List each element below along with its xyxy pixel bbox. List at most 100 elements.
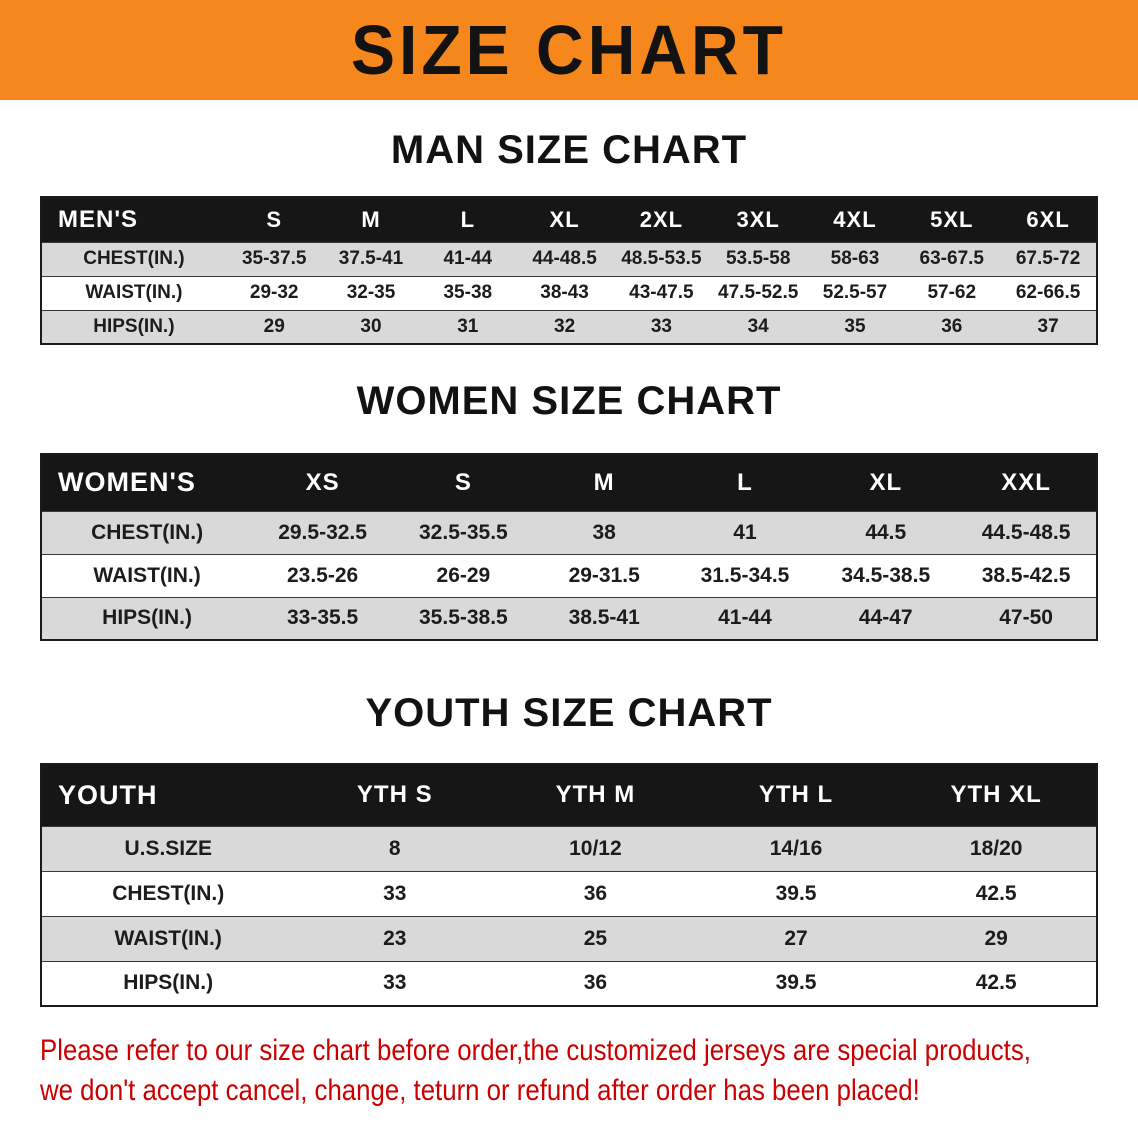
measurement-label: U.S.SIZE xyxy=(41,825,295,871)
size-column-header: YTH S xyxy=(294,764,496,826)
size-value-cell: 23.5-26 xyxy=(252,553,393,597)
women-size-section: WOMEN SIZE CHART WOMEN'S XS S M L XL XXL CHEST(… xyxy=(0,379,1138,641)
size-column-header: XL xyxy=(516,197,613,242)
size-value-cell: 38.5-41 xyxy=(533,596,675,640)
size-column-header: YTH XL xyxy=(896,764,1097,826)
size-value-cell: 41-44 xyxy=(419,241,517,276)
size-value-cell: 30 xyxy=(322,309,420,344)
size-table-row: WAIST(IN.) 29-32 32-35 35-38 38-43 43-47.5 47.… xyxy=(41,275,1097,310)
size-column-header: XXL xyxy=(956,454,1097,511)
size-value-cell: 25 xyxy=(495,915,696,961)
size-column-header: S xyxy=(392,454,534,511)
size-value-cell: 37 xyxy=(1000,309,1097,344)
size-value-cell: 35 xyxy=(806,309,904,344)
size-value-cell: 48.5-53.5 xyxy=(612,241,710,276)
measurement-label: WAIST(IN.) xyxy=(41,553,253,597)
size-column-header: S xyxy=(225,197,323,242)
size-table-row: HIPS(IN.) 33-35.5 35.5-38.5 38.5-41 41-44 44-… xyxy=(41,596,1097,640)
size-value-cell: 57-62 xyxy=(903,275,1001,310)
size-value-cell: 43-47.5 xyxy=(612,275,710,310)
size-value-cell: 31 xyxy=(419,309,517,344)
size-value-cell: 47.5-52.5 xyxy=(709,275,807,310)
size-table-row: CHEST(IN.) 33 36 39.5 42.5 xyxy=(41,870,1097,916)
size-value-cell: 53.5-58 xyxy=(709,241,807,276)
size-value-cell: 33 xyxy=(612,309,710,344)
measurement-label: HIPS(IN.) xyxy=(41,596,253,640)
size-value-cell: 29-31.5 xyxy=(533,553,675,597)
men-size-table: MEN'S S M L XL 2XL 3XL 4XL 5XL 6XL CHEST(IN.) 35-37… xyxy=(40,196,1098,345)
size-column-header: M xyxy=(533,454,675,511)
size-value-cell: 29-32 xyxy=(225,275,323,310)
size-column-header: 6XL xyxy=(1000,197,1097,242)
banner-title: SIZE CHART xyxy=(351,11,787,89)
men-section-heading: MAN SIZE CHART xyxy=(390,128,748,172)
size-value-cell: 32.5-35.5 xyxy=(392,510,534,554)
size-value-cell: 32-35 xyxy=(322,275,420,310)
size-table-header-row: WOMEN'S XS S M L XL XXL xyxy=(41,454,1097,511)
size-value-cell: 35-38 xyxy=(419,275,517,310)
size-value-cell: 10/12 xyxy=(495,825,696,871)
size-value-cell: 35.5-38.5 xyxy=(392,596,534,640)
size-value-cell: 44-48.5 xyxy=(516,241,613,276)
size-value-cell: 34 xyxy=(709,309,807,344)
size-value-cell: 34.5-38.5 xyxy=(815,553,957,597)
size-value-cell: 36 xyxy=(903,309,1001,344)
size-value-cell: 23 xyxy=(294,915,496,961)
youth-size-table: YOUTH YTH S YTH M YTH L YTH XL U.S.SIZE 8 10/12… xyxy=(40,763,1098,1007)
size-value-cell: 58-63 xyxy=(806,241,904,276)
size-table-row: HIPS(IN.) 29 30 31 32 33 34 35 36 37 xyxy=(41,309,1097,344)
size-chart-banner: SIZE CHART xyxy=(0,0,1138,100)
size-value-cell: 36 xyxy=(495,960,696,1006)
size-column-header: XL xyxy=(815,454,957,511)
size-column-header: YTH M xyxy=(495,764,696,826)
size-value-cell: 29 xyxy=(225,309,323,344)
size-value-cell: 33 xyxy=(294,870,496,916)
size-value-cell: 52.5-57 xyxy=(806,275,904,310)
size-value-cell: 32 xyxy=(516,309,613,344)
size-value-cell: 35-37.5 xyxy=(225,241,323,276)
table-group-label: YOUTH xyxy=(41,764,295,826)
size-column-header: YTH L xyxy=(695,764,897,826)
size-column-header: 2XL xyxy=(612,197,710,242)
size-table-header-row: MEN'S S M L XL 2XL 3XL 4XL 5XL 6XL xyxy=(41,197,1097,242)
size-table-row: CHEST(IN.) 29.5-32.5 32.5-35.5 38 41 44.5 44.5… xyxy=(41,510,1097,554)
size-value-cell: 44-47 xyxy=(815,596,957,640)
youth-size-section: YOUTH SIZE CHART YOUTH YTH S YTH M YTH L YTH… xyxy=(0,691,1138,1007)
size-value-cell: 39.5 xyxy=(695,960,897,1006)
size-value-cell: 39.5 xyxy=(695,870,897,916)
table-group-label: WOMEN'S xyxy=(41,454,253,511)
measurement-label: WAIST(IN.) xyxy=(41,275,226,310)
women-section-heading: WOMEN SIZE CHART xyxy=(356,379,782,423)
measurement-label: HIPS(IN.) xyxy=(41,960,295,1006)
size-value-cell: 38.5-42.5 xyxy=(956,553,1097,597)
size-value-cell: 29.5-32.5 xyxy=(252,510,393,554)
size-value-cell: 27 xyxy=(695,915,897,961)
women-size-table: WOMEN'S XS S M L XL XXL CHEST(IN.) 29.5-32.5 32.5… xyxy=(40,453,1098,641)
size-value-cell: 38-43 xyxy=(516,275,613,310)
size-value-cell: 41-44 xyxy=(674,596,816,640)
size-table-row: HIPS(IN.) 33 36 39.5 42.5 xyxy=(41,960,1097,1006)
measurement-label: WAIST(IN.) xyxy=(41,915,295,961)
size-value-cell: 26-29 xyxy=(392,553,534,597)
youth-section-heading: YOUTH SIZE CHART xyxy=(365,691,773,735)
measurement-label: HIPS(IN.) xyxy=(41,309,226,344)
size-table-row: U.S.SIZE 8 10/12 14/16 18/20 xyxy=(41,825,1097,871)
size-value-cell: 37.5-41 xyxy=(322,241,420,276)
size-value-cell: 62-66.5 xyxy=(1000,275,1097,310)
men-size-section: MAN SIZE CHART MEN'S S M L XL 2XL 3XL 4XL 5XL 6XL… xyxy=(0,128,1138,345)
size-table-row: CHEST(IN.) 35-37.5 37.5-41 41-44 44-48.5 48.5… xyxy=(41,241,1097,276)
size-value-cell: 42.5 xyxy=(896,870,1097,916)
size-value-cell: 8 xyxy=(294,825,496,871)
size-column-header: XS xyxy=(252,454,393,511)
footer-disclaimer-line-2: we don't accept cancel, change, teturn o… xyxy=(40,1074,920,1107)
size-value-cell: 14/16 xyxy=(695,825,897,871)
size-value-cell: 38 xyxy=(533,510,675,554)
footer-disclaimer-line-1: Please refer to our size chart before or… xyxy=(40,1034,1031,1067)
measurement-label: CHEST(IN.) xyxy=(41,870,295,916)
measurement-label: CHEST(IN.) xyxy=(41,241,226,276)
size-value-cell: 18/20 xyxy=(896,825,1097,871)
size-value-cell: 29 xyxy=(896,915,1097,961)
size-value-cell: 42.5 xyxy=(896,960,1097,1006)
size-value-cell: 44.5-48.5 xyxy=(956,510,1097,554)
